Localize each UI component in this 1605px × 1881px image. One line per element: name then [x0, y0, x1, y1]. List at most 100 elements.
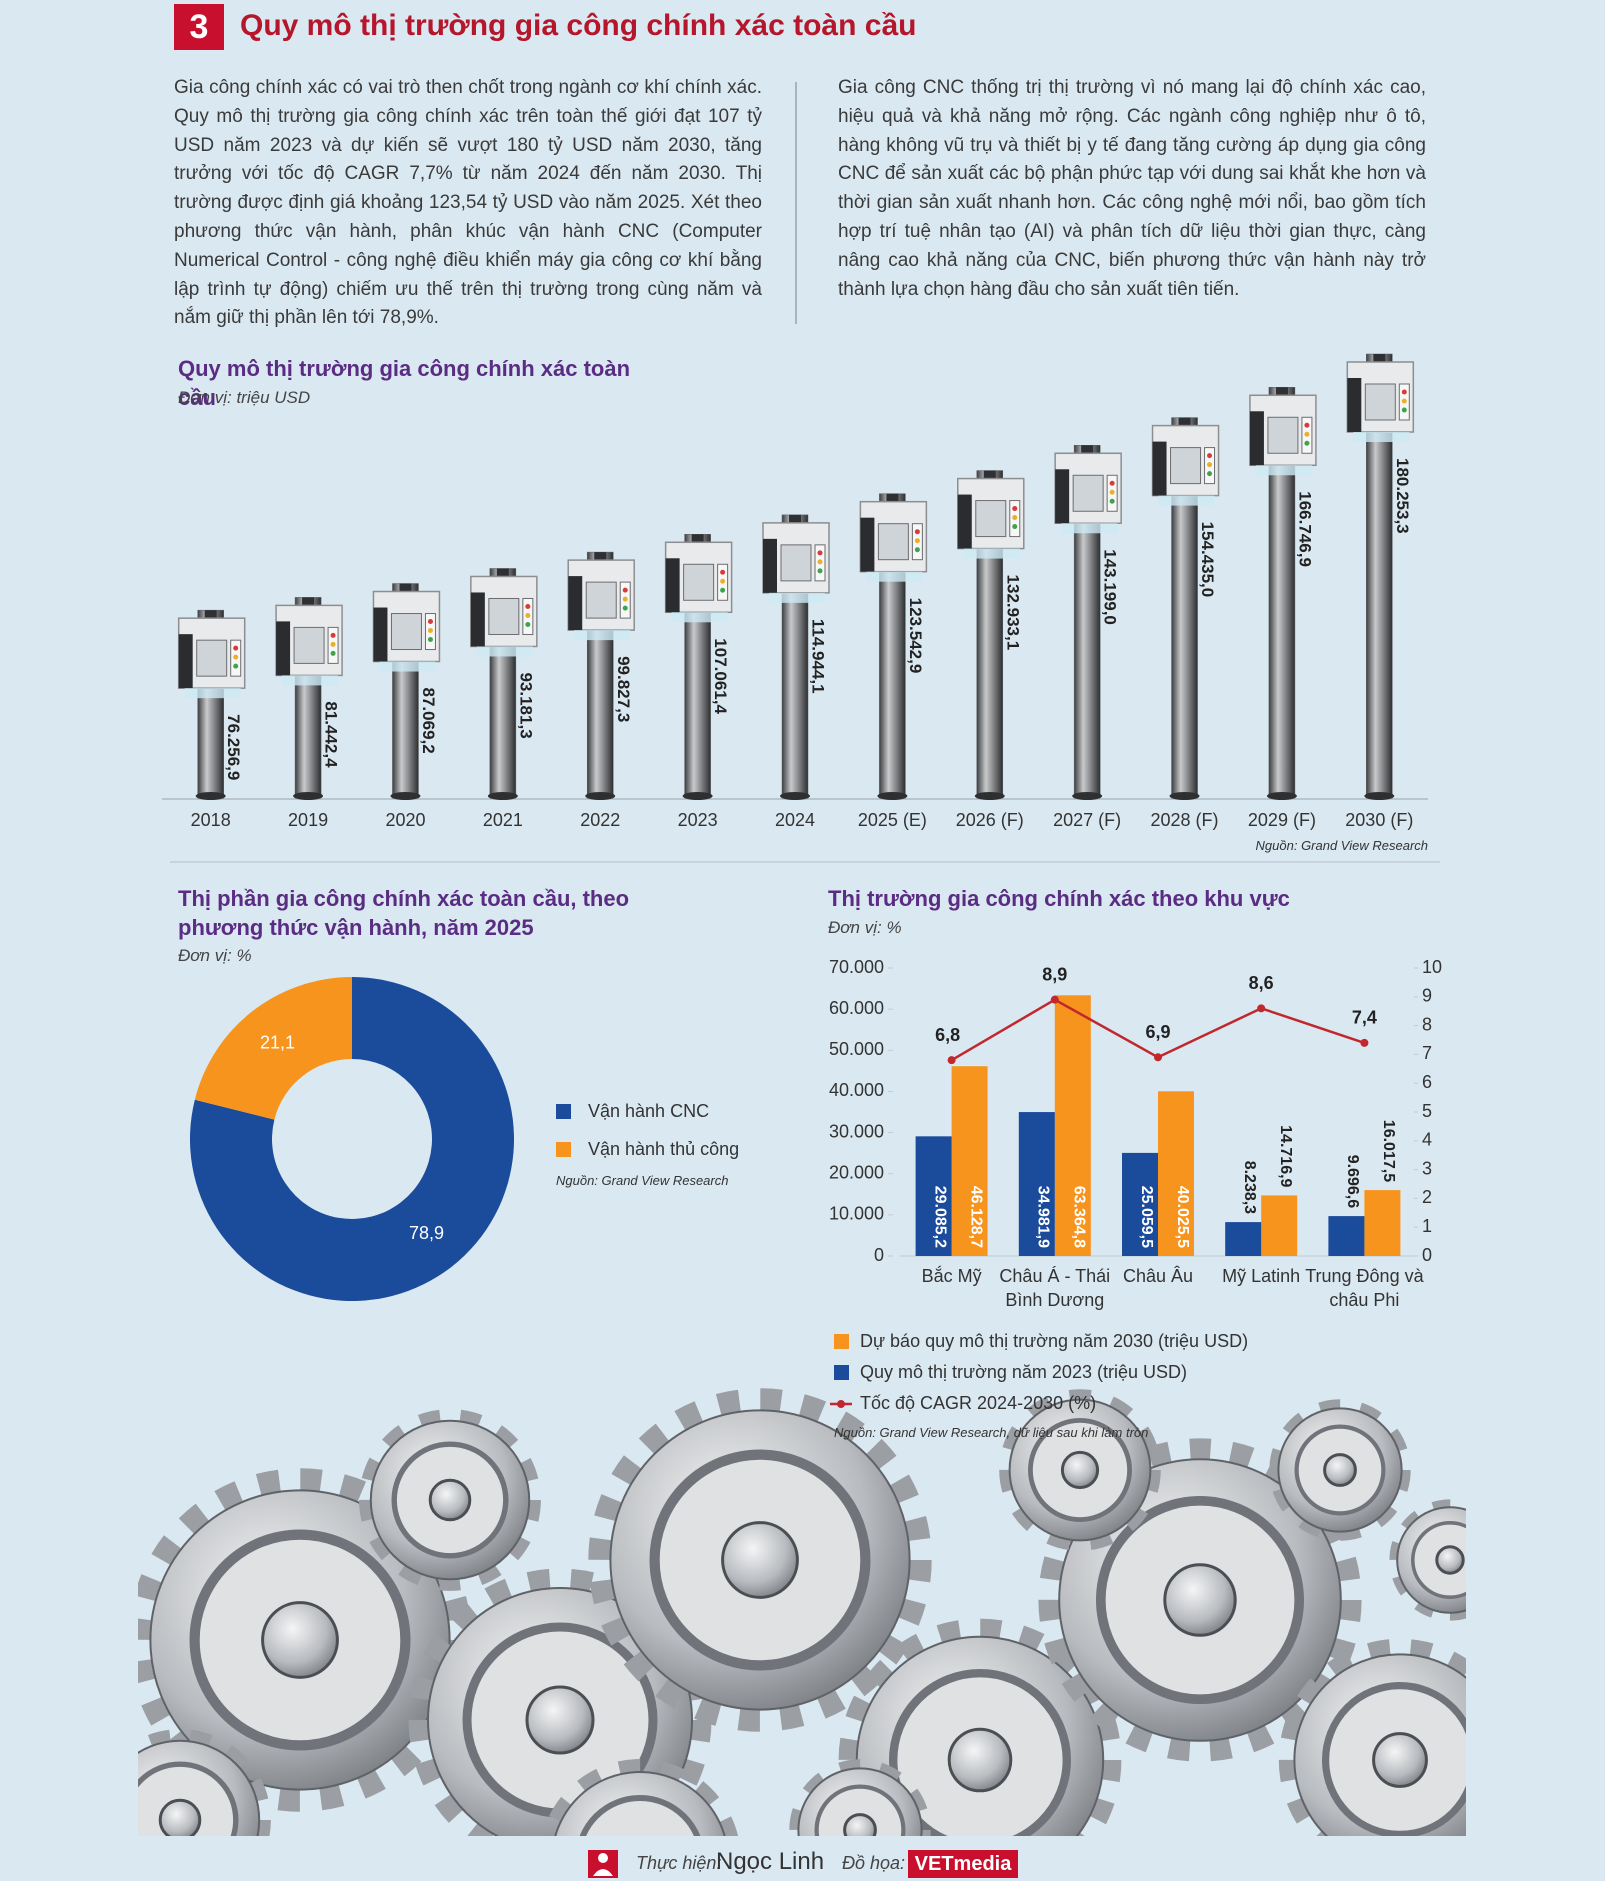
chart-title: Quy mô thị trường gia công chính xác toà… [178, 356, 631, 410]
machine-light [525, 603, 531, 609]
gear-hub [1060, 1450, 1100, 1490]
bar [1364, 1190, 1401, 1256]
value-label: 8,9 [1042, 964, 1067, 984]
value-label: 7,4 [1352, 1008, 1377, 1028]
section-number: 3 [174, 4, 224, 50]
machine-base [1061, 523, 1118, 534]
pillar-foot [487, 792, 518, 800]
machine-window [390, 613, 422, 651]
cnc-machine [957, 470, 1025, 559]
legend-label: Tốc độ CAGR 2024-2030 (%) [860, 1393, 1096, 1413]
gear [1038, 1438, 1362, 1762]
pillar-foot [877, 792, 908, 800]
y-tick-label: 40.000 [829, 1080, 884, 1100]
value-label: 29.085,2 [931, 1186, 948, 1248]
bar [1225, 1222, 1262, 1256]
machine-light [427, 628, 433, 634]
x-tick-label: 2023 [678, 810, 718, 830]
machine-light [1012, 506, 1018, 512]
machine-window [488, 597, 520, 635]
machine-light [622, 587, 628, 593]
gear-teeth [999, 1389, 1161, 1551]
machine-base [379, 661, 436, 672]
machine-cap [886, 493, 899, 502]
cnc-machine [275, 597, 343, 686]
machine-cap [1275, 387, 1288, 396]
gear [588, 1388, 932, 1732]
gear [789, 1759, 931, 1836]
pillar-foot [390, 792, 421, 800]
legend-label: Dự báo quy mô thị trường năm 2030 (triệu… [860, 1331, 1248, 1351]
machine-side [178, 634, 193, 689]
x-tick-label: Mỹ Latinh [1222, 1266, 1301, 1286]
machine-light [233, 645, 239, 651]
value-label: 154.435,0 [1198, 522, 1217, 598]
gear-teeth [789, 1759, 931, 1836]
x-tick-label: 2022 [580, 810, 620, 830]
value-label: 25.059,5 [1138, 1186, 1155, 1248]
machine-light [914, 538, 920, 544]
line-point [1360, 1038, 1369, 1047]
machine-light [1401, 398, 1407, 404]
machine-base [769, 592, 825, 603]
x-tick-label: 2029 (F) [1248, 810, 1316, 830]
machine-light [817, 568, 823, 574]
gear [838, 1618, 1122, 1836]
machine-side [957, 494, 972, 549]
cnc-machine [1151, 417, 1220, 506]
value-label: 99.827,3 [614, 656, 633, 722]
machine-window [585, 581, 617, 619]
y-tick-label: 10.000 [829, 1204, 884, 1224]
machine-light [914, 529, 920, 535]
y2-tick-label: 2 [1422, 1187, 1432, 1207]
value-label: 132.933,1 [1003, 575, 1022, 651]
pillar-foot [974, 792, 1005, 800]
machine-cap [1178, 417, 1191, 426]
value-label: 6,9 [1145, 1022, 1170, 1042]
machine-window [877, 523, 909, 561]
machine-side [763, 538, 777, 593]
machine-base [574, 630, 631, 641]
legend-marker [837, 1400, 845, 1408]
cnc-machine [1054, 445, 1122, 534]
gear [1278, 1638, 1466, 1836]
gear-teeth [588, 1388, 932, 1732]
value-label: 46.128,7 [967, 1186, 984, 1248]
bar [1054, 995, 1091, 1256]
y-tick-label: 50.000 [829, 1039, 884, 1059]
machine-light [1401, 389, 1407, 395]
pillar-foot [682, 792, 713, 800]
pillar-foot [293, 792, 324, 800]
gear-teeth [1038, 1438, 1362, 1762]
y2-tick-label: 10 [1422, 957, 1442, 977]
machine-window [1364, 383, 1396, 421]
value-label: 21,1 [260, 1032, 295, 1052]
gear-hub [1372, 1732, 1428, 1788]
gear-hub [947, 1727, 1013, 1793]
machine-light [1012, 515, 1018, 521]
machine-light [1304, 431, 1310, 437]
machine-light [817, 550, 823, 556]
cnc-machine [470, 568, 538, 657]
line-point [1257, 1004, 1266, 1013]
bar [1158, 1091, 1194, 1256]
pillar-foot [1266, 792, 1297, 800]
y2-tick-label: 7 [1422, 1043, 1432, 1063]
x-tick-label: Châu Âu [1122, 1266, 1194, 1286]
x-tick-label: 2030 (F) [1345, 810, 1413, 830]
gear-hub [428, 1478, 472, 1522]
x-tick-label: 2024 [775, 810, 815, 830]
value-label: 40.025,5 [1174, 1186, 1191, 1248]
machine-window [196, 639, 228, 677]
legend-label: Quy mô thị trường năm 2023 (triệu USD) [860, 1362, 1187, 1382]
pillar-foot [1072, 792, 1103, 800]
x-tick-label: 2020 [385, 810, 425, 830]
gear [1389, 1499, 1466, 1621]
cnc-machine [177, 610, 246, 699]
machine-side [276, 621, 291, 676]
value-label: 8.238,3 [1241, 1161, 1258, 1214]
machine-light [1207, 471, 1213, 477]
legend-swatch [834, 1334, 849, 1349]
cnc-machine [664, 534, 733, 623]
machine-light [720, 587, 726, 593]
